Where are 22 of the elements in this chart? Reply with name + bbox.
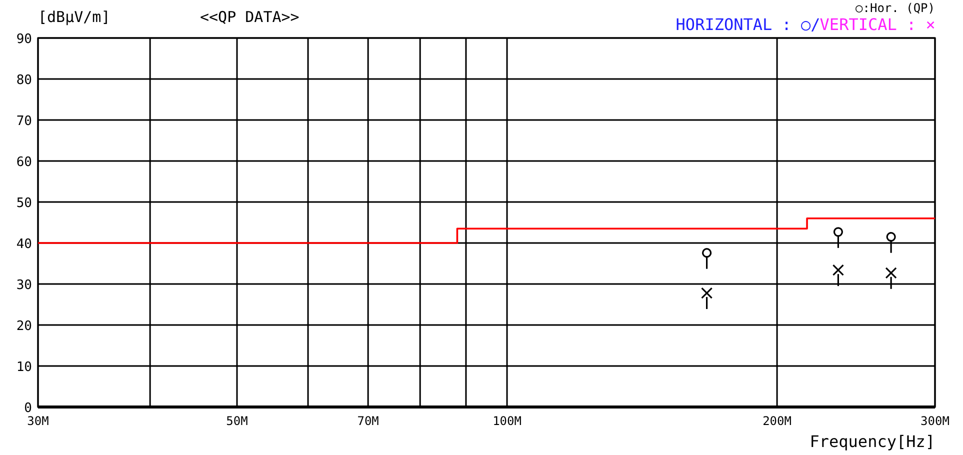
x-tick-label: 50M: [226, 414, 248, 428]
y-axis-title: [dBμV/m]: [38, 8, 110, 26]
y-tick-label: 90: [16, 32, 32, 47]
y-tick-label: 60: [16, 155, 32, 170]
text: HORIZONTAL : ○/: [676, 15, 820, 34]
y-tick-label: 80: [16, 73, 32, 88]
x-axis-title: Frequency[Hz]: [810, 432, 935, 451]
y-tick-label: 10: [16, 360, 32, 375]
x-tick-label: 300M: [920, 414, 950, 428]
text: ○:Hor. (QP): [856, 1, 935, 15]
x-tick-label: 100M: [492, 414, 522, 428]
y-tick-label: 40: [16, 237, 32, 252]
chart-title: <<QP DATA>>: [200, 8, 300, 26]
x-tick-label: 70M: [357, 414, 379, 428]
y-tick-label: 70: [16, 114, 32, 129]
y-tick-label: 20: [16, 319, 32, 334]
y-tick-label: 30: [16, 278, 32, 293]
x-tick-label: 200M: [762, 414, 792, 428]
y-tick-label: 50: [16, 196, 32, 211]
y-tick-label: 0: [24, 401, 32, 416]
x-tick-label: 30M: [27, 414, 49, 428]
text: VERTICAL : ×: [820, 15, 936, 34]
